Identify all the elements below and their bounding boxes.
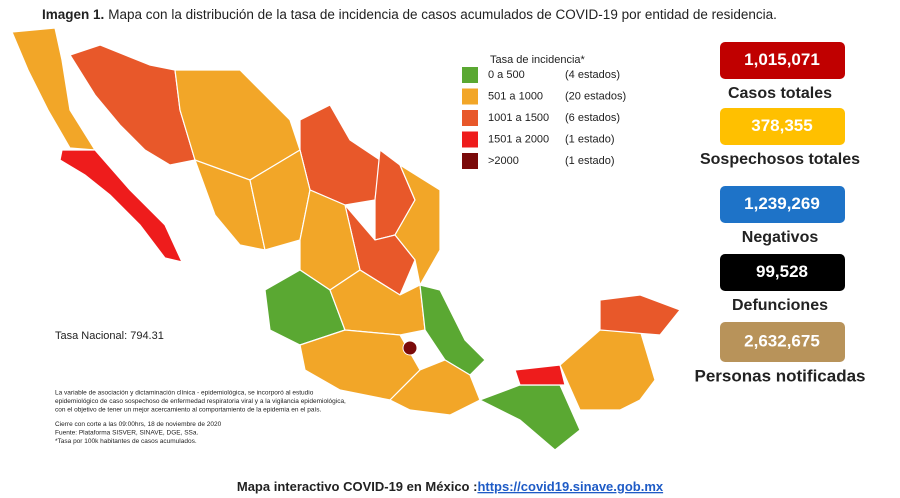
legend-swatch [462, 88, 478, 105]
legend-title: Tasa de incidencia* [490, 54, 586, 66]
stat-label: Casos totales [728, 85, 832, 102]
note: Fuente: Plataforma SISVER, SINAVE, DGE, … [55, 430, 198, 437]
stat-box [720, 42, 845, 79]
footer-text: Mapa interactivo COVID-19 en México : [237, 479, 478, 494]
note: epidemiológico de caso sospechoso de enf… [55, 398, 346, 405]
note: con el objetivo de tener un mejor acerca… [55, 407, 321, 414]
footer: Mapa interactivo COVID-19 en México :htt… [237, 479, 664, 494]
stat-value: 2,632,675 [744, 331, 820, 350]
legend-range: 501 a 1000 [488, 90, 543, 102]
legend-count: (6 estados) [565, 112, 620, 124]
legend-count: (1 estado) [565, 133, 615, 145]
notes: La variable de asociación y dictaminació… [55, 390, 346, 446]
stats: 1,015,071 Casos totales 378,355 Sospechosos… [694, 42, 866, 385]
note: Cierre con corte a las 09:00hrs, 18 de n… [55, 421, 222, 428]
stat-box [720, 186, 845, 223]
stat-label: Defunciones [732, 297, 828, 314]
legend-swatch [462, 67, 478, 83]
legend-swatch [462, 131, 478, 148]
header-label: Imagen 1. [42, 7, 104, 22]
stat-box [720, 254, 845, 291]
legend: Tasa de incidencia* 0 a 500 (4 estados) 50… [462, 54, 626, 169]
legend-range: 0 a 500 [488, 69, 525, 81]
legend-range: 1501 a 2000 [488, 133, 549, 145]
legend-range: >2000 [488, 155, 519, 167]
stat-label: Personas notificadas [694, 366, 865, 385]
note: *Tasa por 100k habitantes de casos acumu… [55, 438, 197, 445]
national-rate: Tasa Nacional: 794.31 [55, 330, 164, 342]
legend-swatch [462, 110, 478, 126]
stat-value: 378,355 [751, 116, 812, 135]
legend-swatch [462, 153, 478, 169]
legend-count: (4 estados) [565, 69, 620, 81]
stat-box [720, 108, 845, 145]
stat-value: 1,015,071 [744, 50, 820, 69]
header-title: Mapa con la distribución de la tasa de i… [108, 7, 777, 22]
stat-box [720, 322, 845, 362]
stat-value: 1,239,269 [744, 194, 820, 213]
stat-label: Negativos [742, 229, 819, 246]
legend-count: (1 estado) [565, 155, 615, 167]
legend-range: 1001 a 1500 [488, 112, 549, 124]
note: La variable de asociación y dictaminació… [55, 390, 314, 397]
legend-count: (20 estados) [565, 90, 626, 102]
header: Imagen 1. Mapa con la distribución de la … [42, 7, 777, 22]
stat-label: Sospechosos totales [700, 151, 860, 168]
footer-link[interactable]: https://covid19.sinave.gob.mx [477, 479, 663, 494]
map [11, 27, 681, 451]
stat-value: 99,528 [756, 262, 808, 281]
